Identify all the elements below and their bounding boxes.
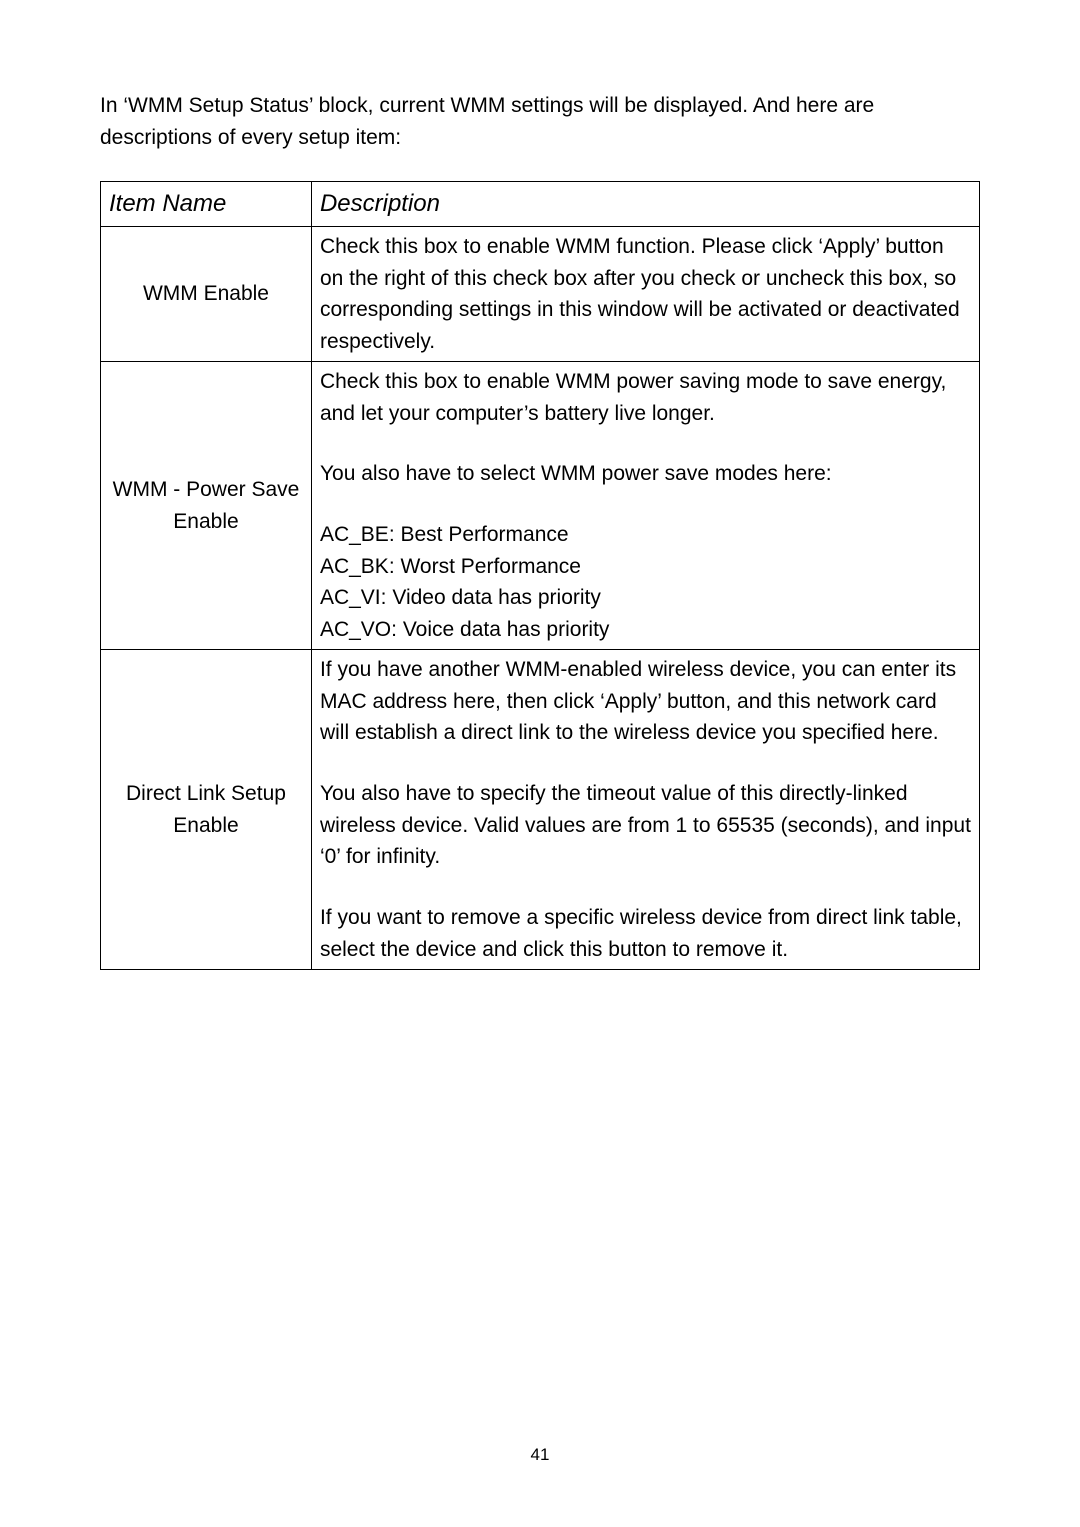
description-line: AC_BK: Worst Performance (320, 551, 971, 583)
blank-line (320, 749, 971, 778)
description-line: You also have to specify the timeout val… (320, 778, 971, 873)
description-line: AC_VI: Video data has priority (320, 582, 971, 614)
blank-line (320, 429, 971, 458)
row-description: Check this box to enable WMM function. P… (311, 227, 979, 362)
description-line: Check this box to enable WMM power savin… (320, 366, 971, 429)
table-row: WMM - Power Save EnableCheck this box to… (101, 362, 980, 650)
row-description: If you have another WMM-enabled wireless… (311, 650, 979, 970)
header-item-name: Item Name (101, 182, 312, 227)
description-line: You also have to select WMM power save m… (320, 458, 971, 490)
row-item-name: WMM - Power Save Enable (101, 362, 312, 650)
row-item-name: Direct Link Setup Enable (101, 650, 312, 970)
row-description: Check this box to enable WMM power savin… (311, 362, 979, 650)
intro-text: In ‘WMM Setup Status’ block, current WMM… (100, 90, 980, 153)
header-description: Description (311, 182, 979, 227)
table-row: WMM EnableCheck this box to enable WMM f… (101, 227, 980, 362)
settings-table: Item Name Description WMM EnableCheck th… (100, 181, 980, 970)
description-line: Check this box to enable WMM function. P… (320, 231, 971, 357)
page-number: 41 (0, 1442, 1080, 1468)
description-line: AC_BE: Best Performance (320, 519, 971, 551)
description-line: If you want to remove a specific wireles… (320, 902, 971, 965)
description-line: AC_VO: Voice data has priority (320, 614, 971, 646)
blank-line (320, 490, 971, 519)
description-line: If you have another WMM-enabled wireless… (320, 654, 971, 749)
row-item-name: WMM Enable (101, 227, 312, 362)
table-row: Direct Link Setup EnableIf you have anot… (101, 650, 980, 970)
blank-line (320, 873, 971, 902)
